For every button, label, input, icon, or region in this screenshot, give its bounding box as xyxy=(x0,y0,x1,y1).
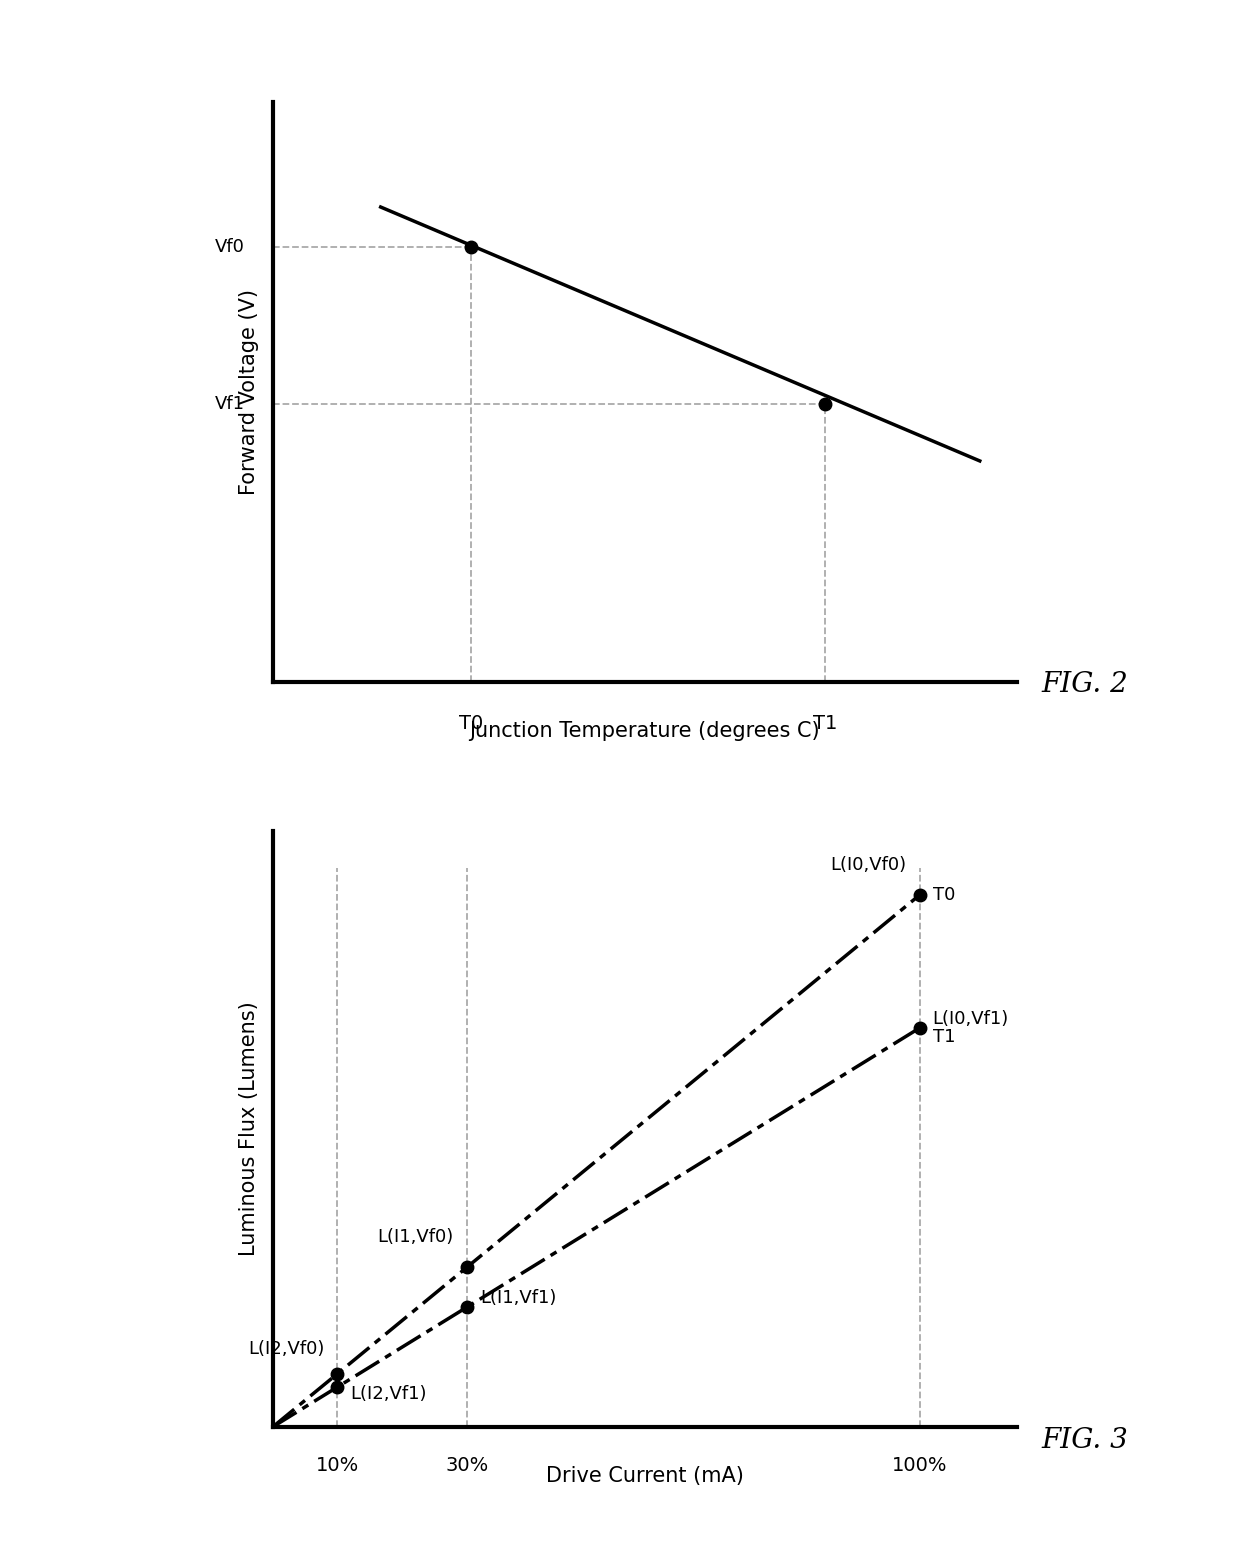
Text: T0: T0 xyxy=(932,886,955,903)
Text: T1: T1 xyxy=(813,713,838,732)
Text: L(I2,Vf0): L(I2,Vf0) xyxy=(248,1339,325,1358)
Text: L(I0,Vf1): L(I0,Vf1) xyxy=(932,1010,1009,1029)
Text: Vf1: Vf1 xyxy=(215,395,244,412)
Text: L(I1,Vf0): L(I1,Vf0) xyxy=(378,1228,454,1247)
Text: T1: T1 xyxy=(932,1029,955,1046)
Text: FIG. 3: FIG. 3 xyxy=(1042,1427,1128,1454)
X-axis label: Junction Temperature (degrees C): Junction Temperature (degrees C) xyxy=(470,721,820,742)
Y-axis label: Forward Voltage (V): Forward Voltage (V) xyxy=(239,289,259,495)
Text: Vf0: Vf0 xyxy=(215,238,244,256)
Text: FIG. 2: FIG. 2 xyxy=(1042,671,1128,698)
Text: 30%: 30% xyxy=(445,1457,489,1475)
Text: 10%: 10% xyxy=(316,1457,360,1475)
Text: 100%: 100% xyxy=(892,1457,947,1475)
Text: L(I2,Vf1): L(I2,Vf1) xyxy=(351,1385,427,1403)
Text: L(I1,Vf1): L(I1,Vf1) xyxy=(480,1289,557,1308)
X-axis label: Drive Current (mA): Drive Current (mA) xyxy=(546,1466,744,1486)
Text: L(I0,Vf0): L(I0,Vf0) xyxy=(831,856,906,873)
Y-axis label: Luminous Flux (Lumens): Luminous Flux (Lumens) xyxy=(239,1002,259,1256)
Text: T0: T0 xyxy=(459,713,484,732)
